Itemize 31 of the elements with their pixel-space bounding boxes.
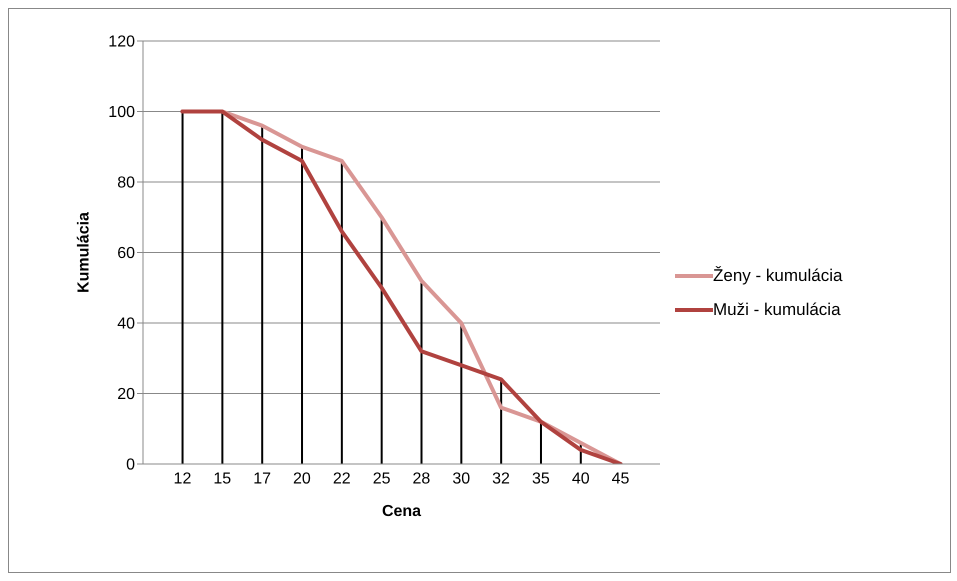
y-tick-label: 40 [117, 316, 136, 333]
bar [540, 422, 542, 464]
x-tick-label: 40 [572, 470, 590, 488]
legend-label: Muži - kumulácia [713, 300, 841, 320]
bar [380, 217, 383, 464]
x-tick-label: 20 [293, 470, 311, 488]
x-tick-label: 25 [372, 470, 391, 488]
bar [182, 112, 184, 464]
y-axis-title: Kumulácia [76, 212, 93, 293]
x-tick-label: 35 [532, 470, 550, 488]
x-tick-label: 30 [452, 470, 470, 488]
bar [261, 126, 264, 464]
x-tick-label: 12 [174, 470, 192, 488]
bar [301, 146, 304, 464]
y-tick-label: 0 [126, 456, 136, 474]
y-tick-label: 60 [117, 245, 136, 262]
x-tick-label: 15 [213, 470, 232, 488]
x-tick-label: 45 [612, 470, 630, 488]
x-tick-label: 32 [492, 470, 510, 488]
y-tick-label: 100 [108, 104, 136, 122]
x-tick-label: 22 [332, 470, 351, 488]
bar [340, 160, 343, 464]
y-tick-label: 20 [117, 386, 136, 404]
x-axis-title: Cena [382, 503, 422, 520]
y-tick-label: 120 [108, 34, 136, 51]
bar [420, 280, 422, 464]
x-tick-label: 17 [253, 470, 272, 488]
bar [221, 112, 224, 464]
y-tick-label: 80 [117, 174, 136, 192]
legend-label: Ženy - kumulácia [713, 266, 842, 286]
x-tick-label: 28 [412, 470, 430, 488]
